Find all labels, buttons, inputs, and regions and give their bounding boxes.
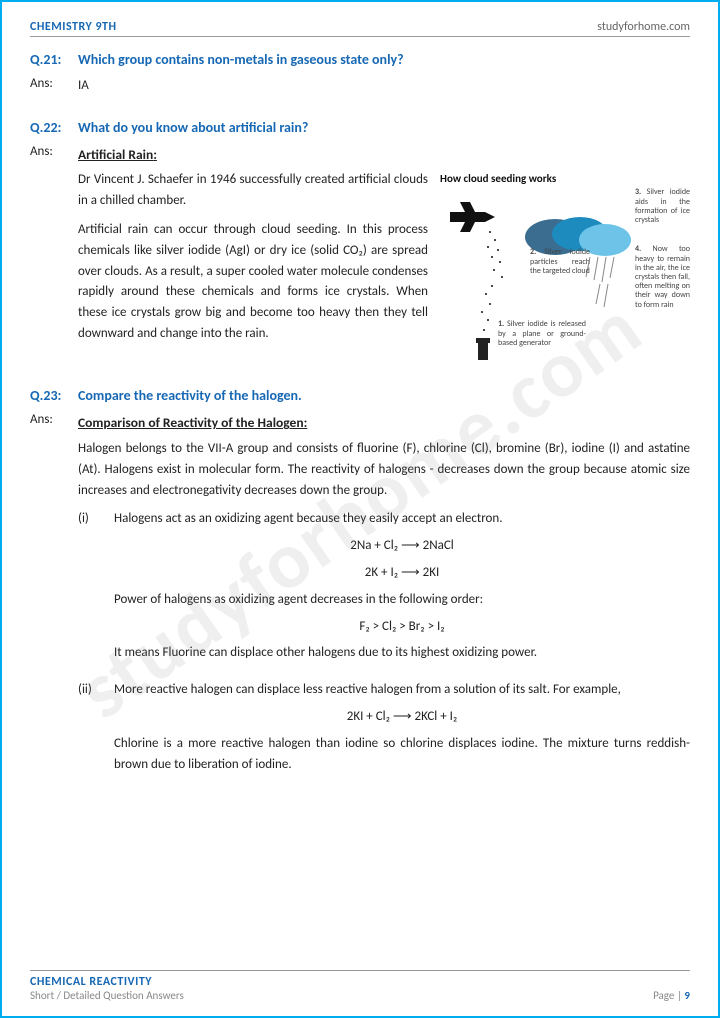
q23-intro: Halogen belongs to the VII-A group and c…	[78, 439, 690, 501]
q21-ans-label: Ans:	[30, 76, 78, 97]
q23-i-num: (i)	[78, 509, 114, 664]
diagram-label1: Silver iodide is released by a plane or …	[498, 319, 586, 347]
q21-text: Which group contains non-metals in gaseo…	[78, 51, 404, 68]
q22-para2: Artificial rain can occur through cloud …	[78, 220, 428, 345]
q23-i-eq2: 2K + I₂ ⟶ 2KI	[114, 563, 690, 584]
diagram-label4: Now too heavy to remain in the air, the …	[635, 244, 690, 309]
footer-subtitle: Short / Detailed Question Answers	[30, 989, 184, 1002]
q23-ii-text2: Chlorine is a more reactive halogen than…	[114, 734, 690, 776]
page-header: CHEMISTRY 9TH studyforhome.com	[30, 20, 690, 37]
q23-number: Q.23:	[30, 387, 78, 404]
cloud-seeding-diagram: How cloud seeding works	[440, 170, 690, 365]
question-22: Q.22: What do you know about artificial …	[30, 119, 690, 366]
page-footer: CHEMICAL REACTIVITY Short / Detailed Que…	[30, 970, 690, 1002]
q23-ii-eq1: 2KI + Cl₂ ⟶ 2KCl + I₂	[114, 707, 690, 728]
q23-ii-text: More reactive halogen can displace less …	[114, 680, 690, 701]
diagram-label2: Silver iodide particles reach the target…	[530, 247, 590, 275]
q22-para1: Dr Vincent J. Schaefer in 1946 successfu…	[78, 170, 428, 212]
q23-i-eq1: 2Na + Cl₂ ⟶ 2NaCl	[114, 536, 690, 557]
q23-i-text3: It means Fluorine can displace other hal…	[114, 643, 690, 664]
footer-page: Page | 9	[653, 989, 690, 1002]
q22-ans-label: Ans:	[30, 144, 78, 366]
q23-i-text: Halogens act as an oxidizing agent becau…	[114, 509, 690, 530]
header-site: studyforhome.com	[597, 20, 690, 34]
q21-number: Q.21:	[30, 51, 78, 68]
q23-ans-label: Ans:	[30, 412, 78, 781]
q22-text: What do you know about artificial rain?	[78, 119, 308, 136]
q22-heading: Artificial Rain:	[78, 144, 690, 166]
question-23: Q.23: Compare the reactivity of the halo…	[30, 387, 690, 781]
q23-i-text2: Power of halogens as oxidizing agent dec…	[114, 590, 690, 611]
q21-ans: IA	[78, 76, 690, 97]
q23-i-eq3: F₂ > Cl₂ > Br₂ > I₂	[114, 617, 690, 638]
q23-text: Compare the reactivity of the halogen.	[78, 387, 302, 404]
header-subject: CHEMISTRY 9TH	[30, 20, 117, 34]
q23-heading: Comparison of Reactivity of the Halogen:	[78, 412, 690, 434]
footer-chapter: CHEMICAL REACTIVITY	[30, 975, 184, 989]
q23-ii-num: (ii)	[78, 680, 114, 775]
q22-number: Q.22:	[30, 119, 78, 136]
diagram-label3: Silver iodide aids in the formation of i…	[635, 187, 690, 225]
question-21: Q.21: Which group contains non-metals in…	[30, 51, 690, 97]
diagram-title: How cloud seeding works	[440, 170, 690, 188]
